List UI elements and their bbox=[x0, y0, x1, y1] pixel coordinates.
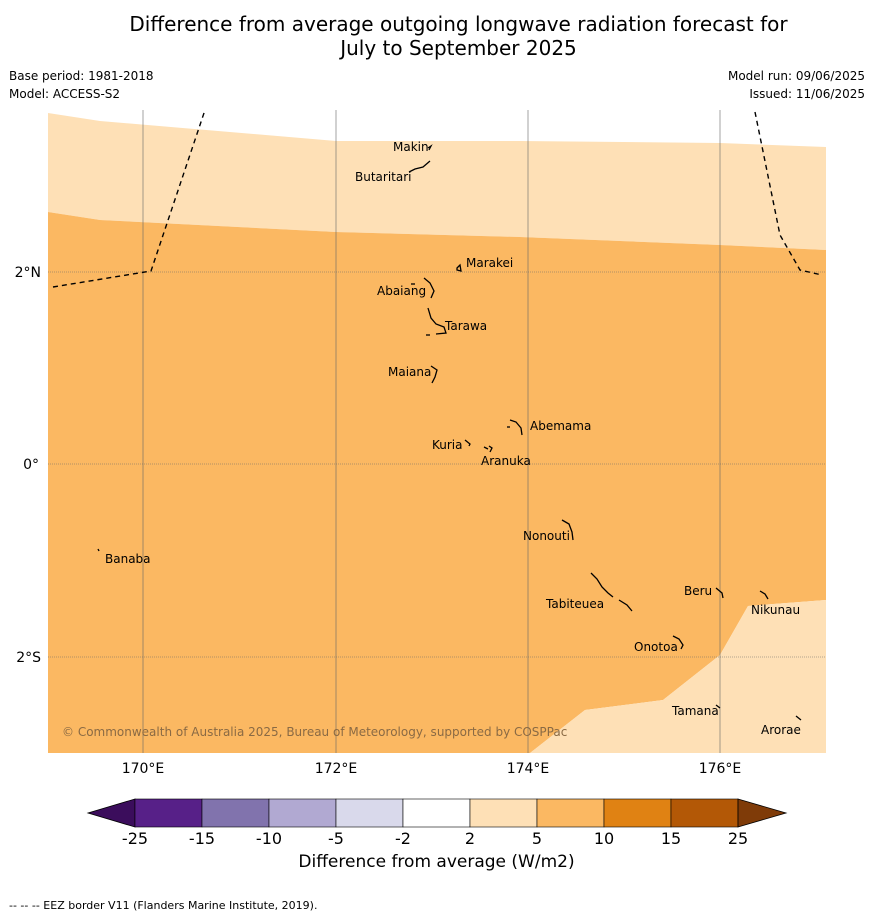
colorbar-tick-label: 2 bbox=[465, 829, 475, 848]
colorbar-segment bbox=[134, 798, 203, 828]
lat-label-2n: 2°N bbox=[15, 265, 41, 281]
colorbar-tick-label: -15 bbox=[189, 829, 215, 848]
colorbar bbox=[86, 798, 788, 828]
island-outlines bbox=[97, 144, 802, 721]
colorbar-tick-label: -25 bbox=[122, 829, 148, 848]
lat-label-2s: 2°S bbox=[16, 650, 41, 666]
colorbar-segment bbox=[536, 798, 605, 828]
colorbar-segment bbox=[335, 798, 404, 828]
place-aranuka: Aranuka bbox=[481, 454, 531, 468]
colorbar-segment bbox=[469, 798, 538, 828]
colorbar-tick-label: 25 bbox=[728, 829, 748, 848]
lon-label-172e: 172°E bbox=[315, 761, 358, 777]
place-banaba: Banaba bbox=[105, 552, 151, 566]
colorbar-segment bbox=[603, 798, 672, 828]
colorbar-tick-label: 15 bbox=[661, 829, 681, 848]
map-title: Difference from average outgoing longwav… bbox=[0, 12, 873, 60]
colorbar-tick-label: 5 bbox=[532, 829, 542, 848]
gridlines bbox=[48, 110, 826, 753]
place-abemama: Abemama bbox=[530, 419, 591, 433]
place-nonouti: Nonouti bbox=[523, 529, 570, 543]
region-2-5-north bbox=[48, 113, 826, 250]
place-tarawa: Tarawa bbox=[444, 319, 487, 333]
issued-date: Issued: 11/06/2025 bbox=[749, 87, 865, 101]
colorbar-tick-label: -10 bbox=[256, 829, 282, 848]
meta-left: Base period: 1981-2018 Model: ACCESS-S2 bbox=[9, 69, 154, 105]
colorbar-tick-label: 10 bbox=[594, 829, 614, 848]
colorbar-tick-label: -2 bbox=[395, 829, 411, 848]
place-marakei: Marakei bbox=[466, 256, 513, 270]
colorbar-tick-label: -5 bbox=[328, 829, 344, 848]
place-butaritari: Butaritari bbox=[355, 170, 412, 184]
eez-border bbox=[52, 109, 823, 288]
lon-label-174e: 174°E bbox=[507, 761, 550, 777]
title-line-1: Difference from average outgoing longwav… bbox=[129, 12, 788, 36]
meta-right: Model run: 09/06/2025 Issued: 11/06/2025 bbox=[728, 69, 865, 105]
place-tamana: Tamana bbox=[671, 704, 719, 718]
region-2-5-south bbox=[530, 600, 826, 753]
place-tabiteuea: Tabiteuea bbox=[545, 597, 604, 611]
copyright-text: © Commonwealth of Australia 2025, Bureau… bbox=[62, 725, 567, 739]
place-makin: Makin bbox=[393, 140, 429, 154]
place-nikunau: Nikunau bbox=[751, 603, 800, 617]
model-name: Model: ACCESS-S2 bbox=[9, 87, 121, 101]
colorbar-extend-high bbox=[737, 798, 788, 828]
model-run: Model run: 09/06/2025 bbox=[727, 69, 865, 83]
base-period: Base period: 1981-2018 bbox=[9, 69, 154, 83]
region-5-10 bbox=[48, 212, 826, 753]
colorbar-segment bbox=[268, 798, 337, 828]
colorbar-segment bbox=[402, 798, 471, 828]
lon-label-170e: 170°E bbox=[122, 761, 165, 777]
colorbar-segment bbox=[201, 798, 270, 828]
colorbar-label: Difference from average (W/m2) bbox=[298, 852, 575, 872]
place-maiana: Maiana bbox=[388, 365, 431, 379]
colorbar-ticks: -25 -15 -10 -5 -2 2 5 10 15 25 bbox=[122, 829, 748, 848]
lat-label-0: 0° bbox=[23, 457, 39, 473]
place-kuria: Kuria bbox=[432, 438, 463, 452]
place-onotoa: Onotoa bbox=[634, 640, 678, 654]
place-abaiang: Abaiang bbox=[377, 284, 426, 298]
footnote: -- -- -- EEZ border V11 (Flanders Marine… bbox=[9, 899, 318, 912]
lon-label-176e: 176°E bbox=[699, 761, 742, 777]
title-line-2: July to September 2025 bbox=[340, 36, 577, 60]
place-arorae: Arorae bbox=[761, 723, 801, 737]
colorbar-extend-low bbox=[86, 798, 136, 828]
place-beru: Beru bbox=[684, 584, 712, 598]
colorbar-segment bbox=[670, 798, 739, 828]
